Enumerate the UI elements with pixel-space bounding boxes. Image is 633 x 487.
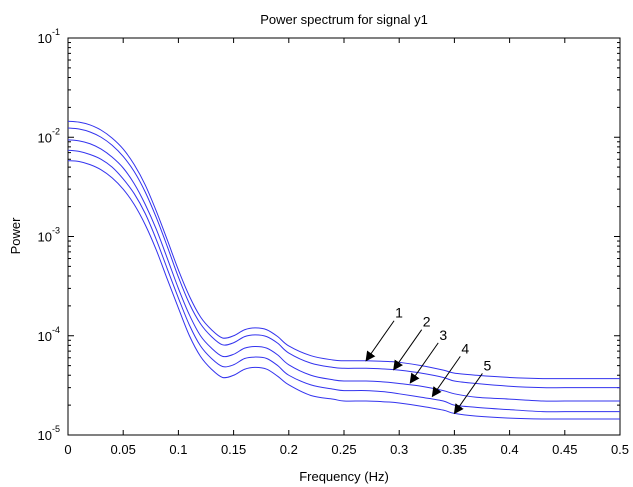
x-tick-label: 0.4 [501,442,519,457]
x-axis: 0 0.05 0.1 0.15 0.2 0.25 0.3 0.35 0.4 0.45 0.5 [64,38,629,457]
callout-arrow-4 [431,356,461,398]
y-tick-label: 10-3 [38,226,60,245]
x-tick-label: 0.05 [111,442,136,457]
y-axis-label: Power [8,217,23,255]
x-tick-label: 0.2 [280,442,298,457]
x-tick-label: 0.45 [552,442,577,457]
plot-area [67,37,621,436]
series-line-3 [68,139,620,402]
callout-label-5: 5 [484,357,492,373]
x-tick-label: 0.1 [169,442,187,457]
series-line-1 [68,120,620,380]
y-tick-label: 10-1 [38,27,60,46]
y-tick-label: 10-4 [38,325,60,344]
x-tick-label: 0.15 [221,442,246,457]
x-tick-label: 0.35 [442,442,467,457]
y-tick-label: 10-5 [38,424,60,443]
chart-title: Power spectrum for signal y1 [260,12,428,27]
series-line-2 [68,127,620,389]
callout-arrow-2 [393,329,423,371]
x-tick-label: 0.5 [611,442,629,457]
y-tick-label: 10-2 [38,126,60,145]
x-tick-label: 0.3 [390,442,408,457]
callout-label-2: 2 [423,314,431,330]
callout-arrow-1 [365,320,395,362]
x-axis-label: Frequency (Hz) [299,469,389,484]
x-tick-label: 0.25 [331,442,356,457]
callout-arrow-3 [409,342,439,384]
callout-label-3: 3 [439,327,447,343]
x-tick-label: 0 [64,442,71,457]
callout-label-4: 4 [461,340,469,356]
callout-arrow-5 [453,373,483,415]
callout-label-1: 1 [395,305,403,321]
series-lines [68,120,620,420]
